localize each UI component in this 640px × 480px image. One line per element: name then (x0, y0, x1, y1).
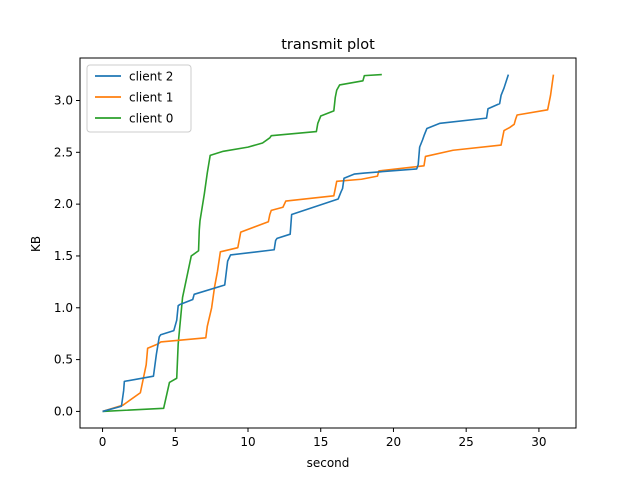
chart-title: transmit plot (281, 37, 375, 53)
y-tick-label: 0.5 (54, 353, 73, 367)
series-line-client-2 (102, 74, 510, 413)
y-tick-label: 2.0 (54, 197, 73, 211)
y-axis: 0.0 0.5 1.0 1.5 2.0 2.5 3.0 (54, 93, 80, 418)
x-axis-label: second (307, 456, 350, 470)
legend-label: client 1 (129, 91, 173, 105)
y-tick-label: 2.5 (54, 145, 73, 159)
legend-label: client 2 (129, 70, 173, 84)
x-tick-label: 15 (313, 435, 328, 449)
y-tick-label: 1.0 (54, 301, 73, 315)
x-axis: 0 5 10 15 20 25 30 (99, 428, 547, 449)
x-tick-label: 10 (240, 435, 255, 449)
series-line-client-0 (102, 73, 382, 413)
x-tick-label: 0 (99, 435, 107, 449)
y-tick-label: 0.0 (54, 404, 73, 418)
y-tick-label: 1.5 (54, 249, 73, 263)
y-axis-label: KB (29, 236, 43, 252)
series-line-client-1 (102, 74, 555, 413)
plot-area (102, 73, 555, 413)
legend: client 2 client 1 client 0 (86, 64, 192, 133)
y-tick-label: 3.0 (54, 93, 73, 107)
x-tick-label: 25 (459, 435, 474, 449)
x-tick-label: 30 (531, 435, 546, 449)
x-tick-label: 20 (386, 435, 401, 449)
legend-label: client 0 (129, 112, 173, 126)
plot-frame (79, 57, 577, 429)
legend-box (86, 64, 192, 133)
x-tick-label: 5 (171, 435, 179, 449)
